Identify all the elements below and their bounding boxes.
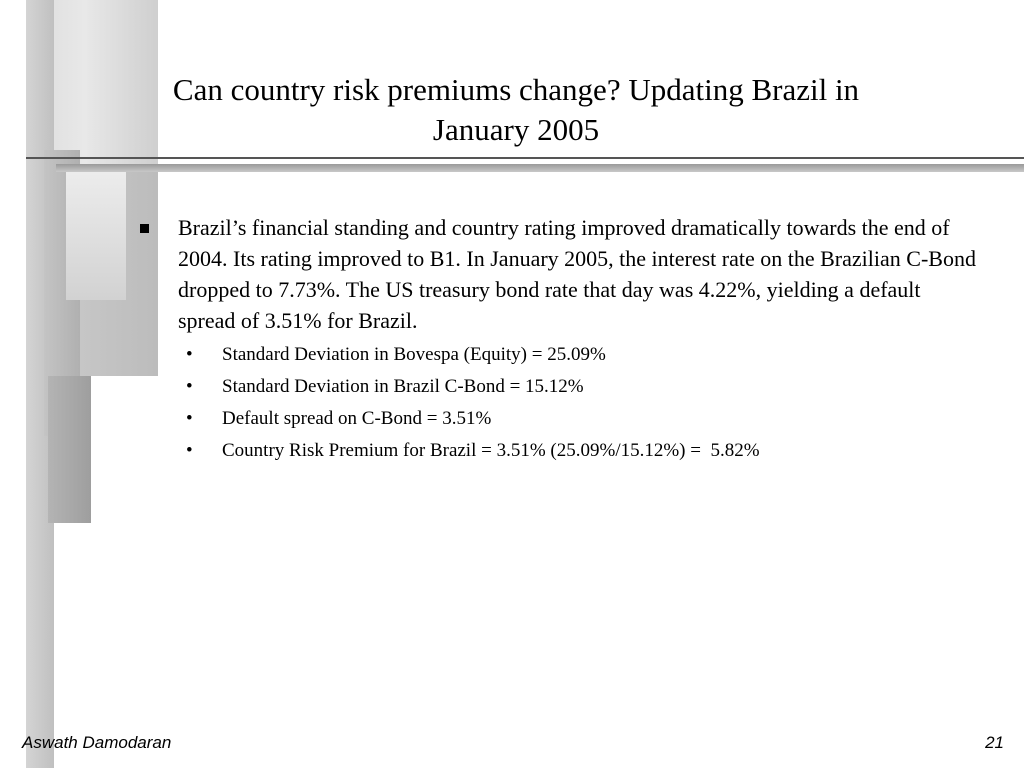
bullet-dot-icon: • [186,376,193,397]
decorative-block [48,376,91,523]
sub-bullet-text: Standard Deviation in Bovespa (Equity) =… [222,344,606,365]
sub-bullet: • Standard Deviation in Bovespa (Equity)… [138,343,978,367]
sub-bullet-list: • Standard Deviation in Bovespa (Equity)… [138,343,978,463]
bullet-dot-icon: • [186,344,193,365]
slide-content: Brazil’s financial standing and country … [138,212,978,471]
square-bullet-icon [140,224,149,233]
slide-title-line: Can country risk premiums change? Updati… [172,72,860,107]
bullet-dot-icon: • [186,408,193,429]
footer-author: Aswath Damodaran [22,733,172,752]
decorative-block [66,172,126,300]
sub-bullet-text: Country Risk Premium for Brazil = 3.51% … [222,440,760,461]
sub-bullet: • Country Risk Premium for Brazil = 3.51… [138,439,978,463]
sub-bullet: • Standard Deviation in Brazil C-Bond = … [138,375,978,399]
page-number: 21 [985,733,1004,752]
title-rule-shadow [56,164,1024,172]
main-bullet-text: Brazil’s financial standing and country … [178,215,976,333]
slide-title-line: January 2005 [432,112,600,147]
sub-bullet-text: Default spread on C-Bond = 3.51% [222,408,492,429]
bullet-dot-icon: • [186,440,193,461]
sub-bullet: • Default spread on C-Bond = 3.51% [138,407,978,431]
main-bullet: Brazil’s financial standing and country … [138,212,978,336]
title-rule [26,157,1024,159]
slide-title: Can country risk premiums change? Updati… [100,70,932,150]
sub-bullet-text: Standard Deviation in Brazil C-Bond = 15… [222,376,584,397]
